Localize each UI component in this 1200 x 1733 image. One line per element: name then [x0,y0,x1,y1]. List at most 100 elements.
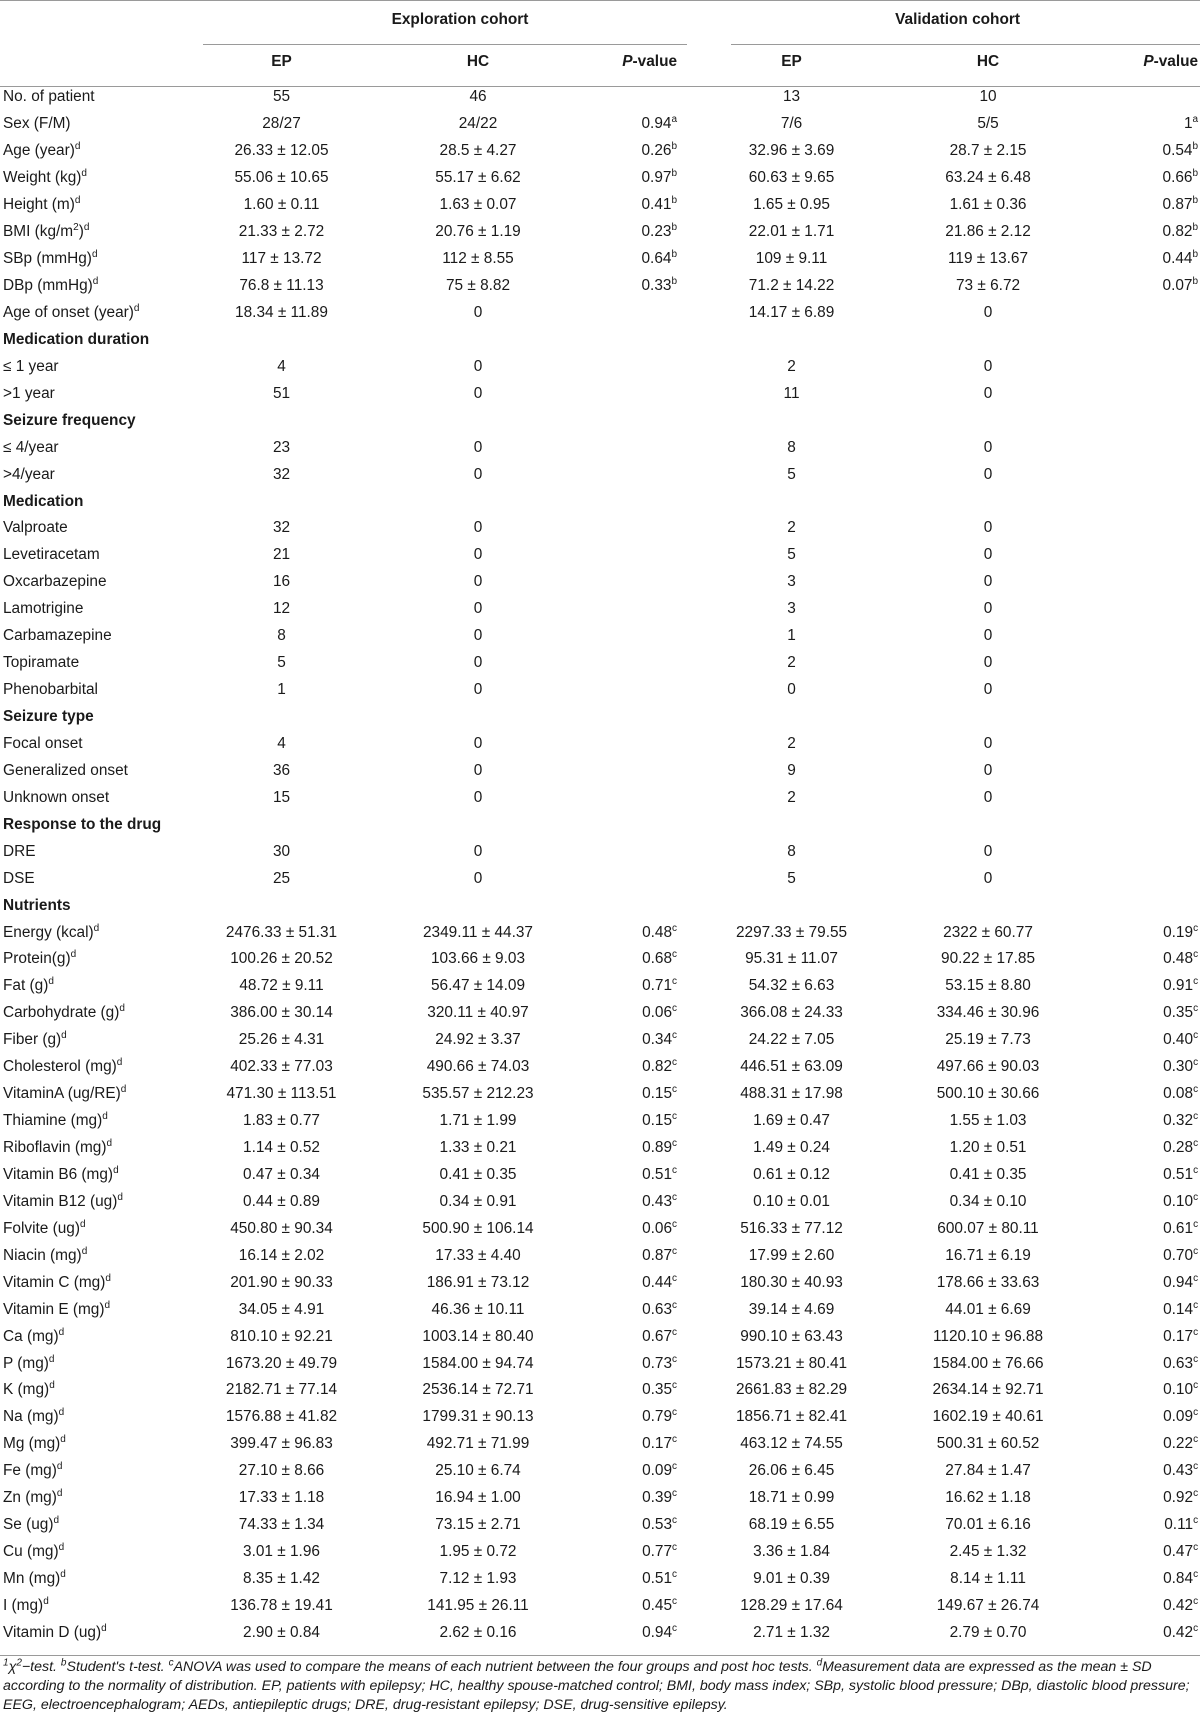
ep-value: 0.10 ± 0.01 [753,1192,830,1210]
p-value: 0.42c [1163,1622,1199,1641]
p-value [1108,623,1200,650]
p-value: 0.48c [1163,949,1199,968]
ep-value: 12 [272,600,291,618]
ep-value: 28/27 [262,115,301,133]
row-label: >1 year [3,384,55,402]
hc-value: 56.47 ± 14.09 [430,977,526,995]
table-row: Fe (mg)d 27.10 ± 8.66 25.10 ± 6.74 0.09c 26.… [0,1458,1200,1485]
row-label: DSE [3,869,35,887]
hc-value: 0 [983,600,993,618]
p-value: 0.84c [1163,1568,1199,1588]
row-label: Weight (kg)d [3,168,87,187]
ep-value: 1573.21 ± 80.41 [735,1354,848,1372]
p-value: 0.63c [642,1299,678,1318]
hc-value: 44.01 ± 6.69 [945,1300,1031,1318]
row-label: ≤ 1 year [3,357,59,375]
ep-value: 26.06 ± 6.45 [748,1462,835,1480]
ep-value: 402.33 ± 77.03 [230,1058,333,1076]
hc-value: 1602.19 ± 40.61 [932,1408,1044,1426]
p-value [1108,757,1200,784]
ep-value: 39.14 ± 4.69 [748,1300,835,1318]
ep-value: 1576.88 ± 41.82 [225,1408,338,1426]
p-value: 0.15c [642,1084,678,1103]
row-label: ≤ 4/year [3,438,59,456]
ep-value: 23 [272,438,291,456]
row-label: Mn (mg)d [3,1568,66,1588]
row-label: Vitamin B6 (mg)d [3,1164,119,1183]
p-value: 0.61c [1163,1218,1199,1237]
hc-value: 73 ± 6.72 [955,277,1021,295]
p-value: 0.77c [642,1541,678,1561]
row-label: Topiramate [3,654,80,672]
p-value [1108,515,1200,542]
table-row: VitaminA (ug/RE)d 471.30 ± 113.51 535.57 ±… [0,1081,1200,1108]
table-row: Age of onset (year)d 18.34 ± 11.89 0 14.17 … [0,300,1200,327]
ep-value: 1.69 ± 0.47 [753,1112,830,1130]
hc-value: 0 [473,788,483,806]
row-label: Cu (mg)d [3,1541,65,1561]
hc-value: 0 [473,465,483,483]
ep-value: 3 [787,573,796,591]
ep-value: 32 [272,465,291,483]
table-row: Energy (kcal)d 2476.33 ± 51.31 2349.11 ± 4… [0,919,1200,946]
ep-value: 27.10 ± 8.66 [238,1462,325,1480]
hc-value: 0 [473,303,483,321]
p-value: 0.54b [1162,141,1199,160]
p-value: 0.67c [642,1326,678,1345]
hc-value: 24/22 [458,115,498,133]
hc-value: 0.34 ± 0.10 [949,1192,1027,1210]
hc-value: 500.10 ± 30.66 [936,1085,1040,1103]
ep-value: 51 [272,384,291,402]
ep-value: 36 [272,761,291,779]
ep-value: 1 [277,681,286,699]
p-value [1108,353,1200,380]
hc-value: 20.76 ± 1.19 [435,223,521,241]
ep-value: 8.35 ± 1.42 [243,1570,320,1588]
hc-value: 2322 ± 60.77 [943,923,1033,941]
row-label: Fiber (g)d [3,1030,67,1049]
ep-value: 2297.33 ± 79.55 [735,923,848,941]
ep-value: 136.78 ± 19.41 [230,1596,333,1614]
column-header-ep: EP [271,53,292,70]
p-value: 0.51c [642,1164,678,1183]
p-value [598,838,715,865]
row-label: Fat (g)d [3,976,54,995]
p-value [1108,569,1200,596]
ep-value: 5 [277,654,286,672]
column-header-pvalue: P-value [622,53,678,70]
ep-value: 16.14 ± 2.02 [238,1246,325,1264]
hc-value: 0.41 ± 0.35 [439,1165,517,1183]
section-row: Medication duration [0,326,1200,353]
bottom-rule [0,1655,1200,1656]
ep-value: 15 [272,788,291,806]
hc-value: 28.7 ± 2.15 [949,142,1027,160]
ep-value: 11 [783,384,800,402]
row-label: DRE [3,842,36,860]
hc-value: 0 [983,654,993,672]
ep-value: 26.33 ± 12.05 [234,142,329,160]
ep-value: 25.26 ± 4.31 [238,1031,325,1049]
ep-value: 1 [787,627,796,645]
row-label: Fe (mg)d [3,1461,63,1480]
p-value: 0.87c [642,1245,678,1264]
row-label: Vitamin B12 (ug)d [3,1191,123,1210]
ep-value: 34.05 ± 4.91 [238,1300,325,1318]
hc-value: 21.86 ± 2.12 [945,223,1031,241]
p-value: 0.42c [1163,1595,1199,1614]
p-value [1108,461,1200,488]
ep-value: 4 [277,734,286,752]
ep-value: 2 [787,357,796,375]
hc-value: 17.33 ± 4.40 [435,1246,521,1264]
table-row: Unknown onset 15 0 2 0 [0,784,1200,811]
ep-value: 55.06 ± 10.65 [234,169,329,187]
p-value [1108,650,1200,677]
hc-value: 2.45 ± 1.32 [949,1543,1027,1561]
p-value: 0.94c [1163,1272,1199,1291]
p-value: 0.79c [642,1407,678,1426]
hc-value: 600.07 ± 80.11 [937,1219,1039,1237]
row-label: Vitamin D (ug)d [3,1622,107,1641]
section-filler [205,811,1200,838]
ep-value: 3.36 ± 1.84 [753,1543,830,1561]
p-value [598,353,715,380]
ep-value: 32.96 ± 3.69 [748,142,835,160]
